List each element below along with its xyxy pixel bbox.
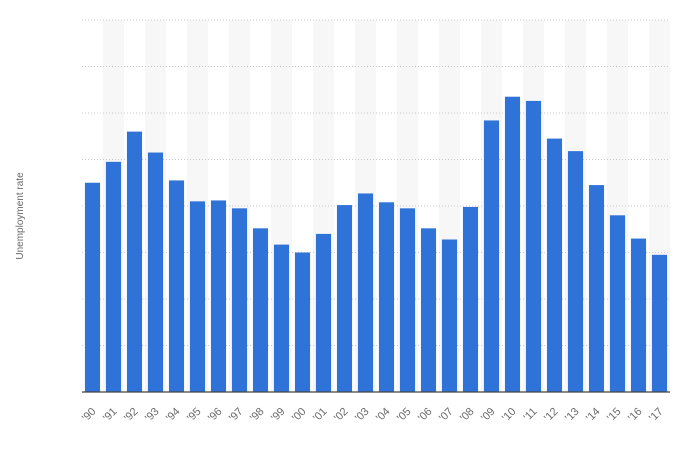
bar[interactable] [504,96,521,392]
x-tick-label: '07 [437,406,456,425]
x-tick-label: '12 [542,406,561,425]
bar[interactable] [84,182,101,392]
bar[interactable] [231,208,248,392]
bar[interactable] [189,201,206,392]
x-tick-label: '09 [479,406,498,425]
bar[interactable] [651,254,668,392]
bar[interactable] [420,228,437,392]
bars [84,96,668,393]
x-tick-label: '17 [647,406,666,425]
bar[interactable] [441,239,458,392]
bar[interactable] [357,193,374,392]
bar[interactable] [588,185,605,392]
y-axis-label: Unemployment rate [15,172,26,260]
x-tick-label: '15 [605,406,624,425]
bar[interactable] [483,120,500,392]
bar[interactable] [546,138,563,392]
bar[interactable] [609,215,626,392]
x-tick-labels: '90'91'92'93'94'95'96'97'98'99'00'01'02 '… [80,406,666,425]
bar[interactable] [378,202,395,392]
bar[interactable] [126,131,143,392]
x-tick-label: '16 [626,406,645,425]
x-tick-label: '03 [353,406,372,425]
bar[interactable] [525,100,542,392]
bar[interactable] [336,205,353,392]
x-tick-label: '01 [311,406,330,425]
x-tick-label: '14 [584,406,603,425]
x-tick-label: '11 [522,406,540,424]
x-tick-label: '91 [101,406,120,425]
x-tick-label: '05 [395,406,414,425]
bar[interactable] [147,152,164,392]
x-tick-label: '92 [122,406,141,425]
bar[interactable] [168,180,185,392]
bar[interactable] [462,206,479,392]
x-tick-label: '94 [164,406,183,425]
x-tick-label: '08 [458,406,477,425]
x-tick-label: '95 [185,406,204,425]
bar[interactable] [252,228,269,392]
bar[interactable] [210,200,227,392]
x-tick-label: '10 [500,406,519,425]
bar[interactable] [567,151,584,392]
bar[interactable] [294,252,311,393]
bar[interactable] [630,238,647,392]
x-tick-label: '13 [563,406,582,425]
bar[interactable] [315,233,332,392]
bar[interactable] [105,161,122,392]
x-tick-label: '99 [269,406,288,425]
x-tick-label: '90 [80,406,99,425]
x-tick-label: '98 [248,406,267,425]
x-tick-label: '97 [227,406,246,425]
x-tick-label: '93 [143,406,162,425]
x-tick-label: '04 [374,406,393,425]
x-tick-label: '06 [416,406,435,425]
bar[interactable] [399,208,416,392]
bar[interactable] [273,244,290,392]
x-tick-label: '00 [290,406,309,425]
x-tick-label: '96 [206,406,225,425]
x-tick-label: '02 [332,406,351,425]
